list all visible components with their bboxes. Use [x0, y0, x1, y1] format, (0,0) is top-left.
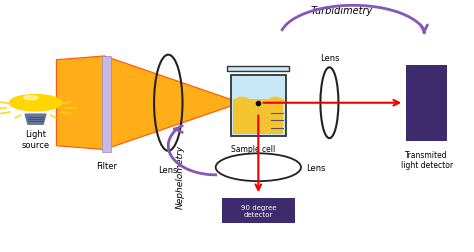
Polygon shape — [25, 115, 46, 125]
Text: Lens: Lens — [319, 54, 339, 63]
Polygon shape — [56, 57, 104, 150]
Ellipse shape — [24, 96, 38, 100]
Text: Light
source: Light source — [21, 130, 50, 149]
Text: Turbidimetry: Turbidimetry — [310, 6, 373, 16]
Bar — [102, 57, 111, 152]
Text: Filter: Filter — [96, 161, 117, 170]
FancyBboxPatch shape — [228, 67, 289, 72]
Text: Nephelometry: Nephelometry — [176, 144, 184, 208]
FancyBboxPatch shape — [407, 66, 447, 141]
FancyBboxPatch shape — [221, 198, 295, 223]
Text: Lens: Lens — [158, 165, 178, 174]
Text: Sample cell: Sample cell — [231, 145, 276, 154]
FancyBboxPatch shape — [233, 100, 283, 135]
Text: Transmited
light detector: Transmited light detector — [401, 150, 453, 169]
Text: Lens: Lens — [306, 163, 325, 172]
FancyBboxPatch shape — [231, 76, 285, 136]
Ellipse shape — [9, 95, 62, 111]
Polygon shape — [104, 57, 237, 150]
Text: 90 degree
detector: 90 degree detector — [241, 204, 276, 217]
